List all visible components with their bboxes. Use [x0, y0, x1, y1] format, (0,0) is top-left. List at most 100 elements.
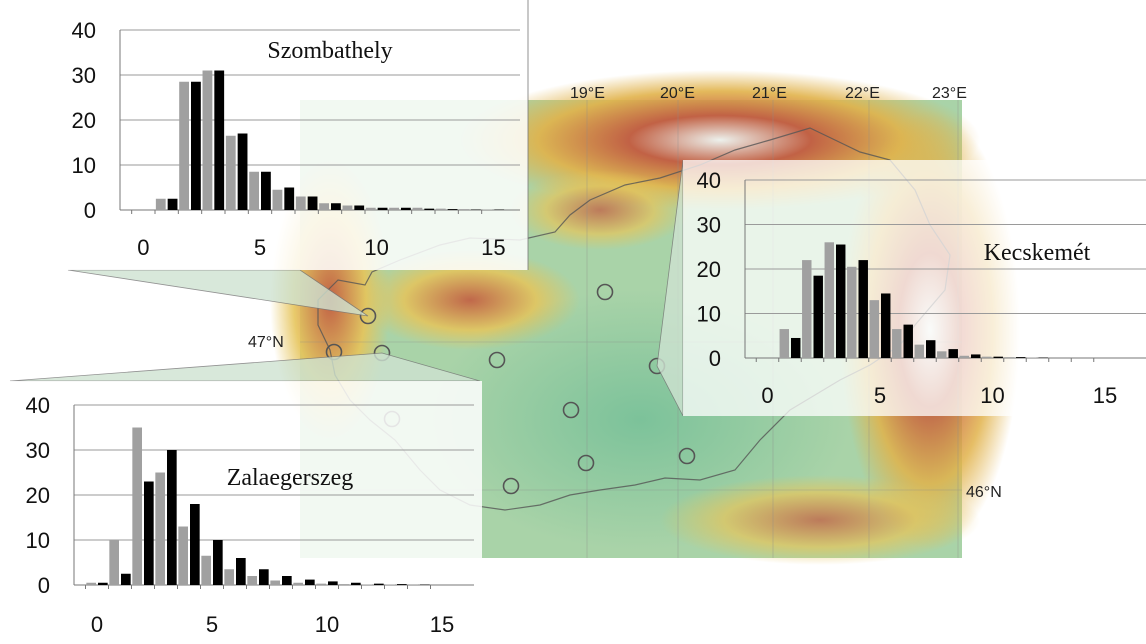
histogram-bar [354, 205, 365, 210]
histogram-bar [1016, 357, 1026, 358]
histogram-bar [261, 171, 271, 210]
histogram-bar [397, 584, 407, 585]
histogram-bar [374, 583, 384, 585]
x-tick-label: 0 [137, 235, 149, 260]
histogram-bar [282, 576, 292, 585]
lon-label-19e: 19°E [570, 85, 605, 102]
lon-label-23e: 23°E [932, 85, 967, 102]
histogram-bar [98, 582, 108, 585]
histogram-szombathely: 0 10 20 30 40 0 5 10 15 Szombathely [72, 18, 520, 260]
station-marker [488, 351, 506, 369]
histogram-bar [802, 260, 812, 358]
histogram-bar [201, 555, 211, 585]
histogram-bar [247, 576, 257, 585]
station-marker [502, 477, 520, 495]
y-tick-label: 40 [72, 18, 96, 43]
panel-szombathely [68, 0, 528, 270]
histogram-bar [342, 205, 353, 210]
y-tick-label: 30 [697, 213, 721, 238]
x-tick-label: 15 [430, 612, 454, 637]
histogram-bar [132, 427, 142, 585]
x-tick-label: 10 [315, 612, 339, 637]
y-tick-label: 30 [72, 63, 96, 88]
lon-label-22e: 22°E [845, 85, 880, 102]
y-tick-label: 20 [26, 483, 50, 508]
histogram-bar [214, 70, 225, 210]
histogram-bar [881, 293, 891, 358]
lat-label-46n: 46°N [966, 484, 1002, 501]
histogram-bar [331, 203, 341, 210]
histogram-kecskemet: 0 10 20 30 40 0 5 10 15 Kecskemét [697, 168, 1146, 408]
histogram-bar [993, 356, 1003, 358]
histogram-bar [167, 450, 177, 585]
histogram-bar [948, 349, 958, 358]
histogram-bar [121, 573, 131, 585]
histogram-bar [179, 81, 189, 210]
histogram-zalaegerszeg: 0 10 20 30 40 0 5 10 15 Zalaegerszeg [26, 393, 474, 637]
histogram-bar [365, 207, 376, 210]
chart-title: Kecskemét [984, 240, 1091, 266]
histogram-bar [351, 582, 361, 585]
histogram-bar [213, 540, 223, 585]
x-tick-label: 10 [980, 383, 1004, 408]
y-tick-label: 0 [709, 346, 721, 371]
histogram-bar [926, 340, 936, 358]
histogram-bar [377, 207, 388, 210]
x-tick-label: 5 [874, 383, 886, 408]
lon-label-21e: 21°E [752, 85, 787, 102]
lat-label-47n: 47°N [248, 334, 284, 351]
x-tick-label: 15 [481, 235, 505, 260]
northern-hills [510, 170, 690, 250]
y-tick-label: 20 [72, 108, 96, 133]
histogram-bar [1004, 357, 1014, 358]
histogram-bar [237, 133, 248, 210]
y-tick-label: 20 [697, 257, 721, 282]
histogram-bar [191, 81, 201, 210]
histogram-bar [836, 244, 846, 358]
histogram-bar [225, 135, 236, 210]
x-tick-label: 15 [1093, 383, 1117, 408]
histogram-bar [86, 582, 96, 585]
histogram-bar [401, 207, 411, 210]
histogram-bar [858, 260, 868, 358]
histogram-bar [824, 242, 834, 358]
histogram-bar [316, 583, 326, 585]
histogram-bar [167, 198, 178, 210]
y-tick-label: 30 [26, 438, 50, 463]
y-tick-label: 10 [72, 153, 96, 178]
histogram-bar [319, 203, 329, 210]
histogram-bar [259, 569, 269, 585]
y-tick-label: 0 [84, 198, 96, 223]
station-marker [562, 401, 580, 419]
x-tick-label: 5 [254, 235, 266, 260]
stations [325, 283, 696, 495]
histogram-bar [903, 324, 913, 358]
histogram-bar [937, 351, 947, 358]
station-marker [596, 283, 614, 301]
histogram-bar [249, 171, 259, 210]
x-tick-label: 5 [206, 612, 218, 637]
histogram-bar [412, 207, 423, 210]
histogram-bar [295, 196, 306, 210]
histogram-bar [144, 481, 154, 585]
x-tick-label: 10 [364, 235, 388, 260]
histogram-bar [202, 70, 213, 210]
histogram-bar [779, 329, 789, 358]
lon-label-20e: 20°E [660, 85, 695, 102]
x-tick-label: 0 [91, 612, 103, 637]
histogram-bar [307, 196, 318, 210]
histogram-bar [982, 356, 992, 358]
histogram-bar [178, 526, 188, 585]
station-marker [577, 454, 595, 472]
station-marker [678, 447, 696, 465]
histogram-bar [424, 208, 435, 210]
histogram-bar [447, 209, 458, 210]
station-marker [359, 307, 377, 325]
histogram-bar [270, 580, 280, 585]
histogram-bar [109, 540, 119, 585]
y-tick-label: 40 [697, 168, 721, 193]
histogram-bar [284, 187, 295, 210]
histogram-bar [847, 266, 857, 358]
histogram-bar [272, 189, 283, 210]
